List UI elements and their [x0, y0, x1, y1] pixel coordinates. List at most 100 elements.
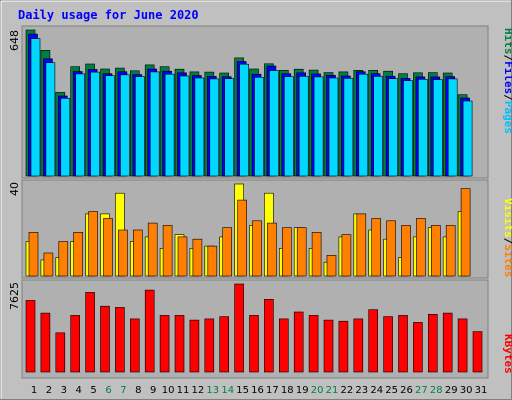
legend-pages: Pages: [502, 101, 512, 134]
x-tick-label-day-18: 18: [281, 385, 294, 396]
bar-sites-day-19: [296, 227, 307, 277]
bar-kbytes-day-26: [398, 315, 408, 373]
bar-sites-day-26: [401, 225, 411, 277]
bar-kbytes-day-5: [85, 292, 95, 373]
x-tick-label-day-27: 27: [415, 385, 428, 396]
bar-kbytes-day-1: [25, 300, 36, 373]
bar-kbytes-day-2: [40, 312, 51, 373]
bar-kbytes-day-17: [264, 298, 274, 373]
x-tick-label-day-31: 31: [475, 385, 488, 396]
x-tick-label-day-15: 15: [236, 385, 249, 396]
bar-pages-day-29: [447, 78, 458, 177]
bar-sites-day-29: [445, 225, 456, 277]
bar-kbytes-day-12: [189, 319, 200, 373]
x-tick-label-day-5: 5: [90, 385, 96, 396]
x-tick-label-day-11: 11: [177, 385, 190, 396]
x-tick-label-day-4: 4: [76, 385, 82, 396]
x-tick-label-day-13: 13: [206, 385, 219, 396]
bar-kbytes-day-24: [368, 309, 379, 373]
x-tick-label-day-8: 8: [135, 385, 141, 396]
bar-sites-day-13: [207, 245, 218, 277]
bar-sites-day-21: [326, 255, 337, 277]
bar-kbytes-day-15: [234, 283, 244, 373]
bar-pages-day-12: [194, 77, 205, 177]
bar-sites-day-30: [460, 188, 471, 277]
bar-kbytes-day-11: [174, 315, 185, 373]
bar-sites-day-16: [252, 220, 262, 277]
bar-sites-day-20: [311, 232, 322, 277]
bar-pages-day-30: [462, 100, 473, 177]
x-tick-label-day-19: 19: [296, 385, 309, 396]
x-tick-label-day-17: 17: [266, 385, 279, 396]
bar-sites-day-27: [416, 218, 426, 277]
bar-kbytes-day-4: [70, 315, 80, 373]
bar-pages-day-8: [135, 76, 145, 177]
bar-pages-day-16: [254, 77, 264, 177]
bar-sites-day-18: [281, 227, 292, 277]
legend-hits: Hits: [502, 28, 512, 55]
x-tick-label-day-23: 23: [355, 385, 368, 396]
bar-pages-day-14: [224, 78, 234, 177]
bar-sites-day-5: [88, 211, 98, 277]
bar-kbytes-day-16: [249, 315, 259, 373]
x-tick-label-day-22: 22: [341, 385, 354, 396]
bar-kbytes-day-31: [472, 331, 483, 373]
bar-pages-day-21: [328, 77, 339, 177]
bar-kbytes-day-8: [130, 318, 140, 373]
bar-pages-day-4: [75, 73, 85, 177]
legend-sep-2: /: [502, 94, 512, 101]
bar-sites-day-8: [133, 229, 143, 277]
bar-pages-day-22: [343, 78, 354, 177]
bar-kbytes-day-6: [100, 305, 110, 373]
x-tick-label-day-24: 24: [370, 385, 383, 396]
x-tick-label-day-26: 26: [400, 385, 413, 396]
bar-sites-day-22: [341, 234, 352, 277]
x-tick-labels: 1 2 3 4 5 6 7 8 9 10 11 12 13 14 15 16 17 18 19 20 21 22 23 24 2…: [31, 385, 488, 396]
bar-pages-day-15: [239, 63, 249, 177]
bar-kbytes-day-18: [278, 318, 289, 373]
bar-sites-day-23: [356, 213, 367, 277]
legend-sites: Sites: [502, 244, 512, 277]
legend-files: Files: [502, 61, 512, 94]
bar-kbytes-day-19: [293, 311, 304, 373]
bar-pages-day-11: [179, 75, 190, 177]
bar-sites-day-4: [73, 232, 83, 277]
bar-sites-day-11: [177, 236, 188, 277]
bar-sites-day-14: [222, 227, 232, 277]
bar-pages-day-28: [432, 79, 443, 177]
bar-sites-day-12: [192, 238, 203, 277]
bar-sites-day-7: [118, 229, 128, 277]
bar-pages-day-26: [403, 80, 413, 177]
x-tick-label-day-2: 2: [46, 385, 52, 396]
bar-sites-day-9: [147, 222, 158, 277]
bar-kbytes-day-3: [55, 332, 66, 373]
legend-mid: Visits/Sites: [502, 198, 512, 278]
bar-sites-day-28: [430, 225, 441, 277]
bar-sites-day-10: [162, 225, 173, 277]
x-tick-label-day-21: 21: [326, 385, 339, 396]
bars-layer: [25, 29, 483, 373]
bar-sites-day-24: [371, 218, 382, 277]
bar-pages-day-2: [45, 62, 56, 177]
bar-pages-day-1: [30, 38, 41, 177]
bar-kbytes-day-20: [308, 315, 319, 373]
bar-kbytes-day-10: [159, 315, 170, 373]
bar-pages-day-24: [373, 76, 384, 177]
bar-kbytes-day-28: [427, 313, 438, 373]
bar-pages-day-27: [418, 79, 428, 177]
y-max-label-bot: 7625: [8, 282, 21, 310]
bar-kbytes-day-14: [219, 316, 229, 373]
x-tick-label-day-20: 20: [311, 385, 324, 396]
bar-sites-day-6: [103, 218, 113, 277]
bar-sites-day-1: [28, 232, 39, 277]
x-tick-label-day-1: 1: [31, 385, 37, 396]
bar-kbytes-day-21: [323, 319, 334, 373]
bar-sites-day-25: [386, 220, 396, 277]
x-tick-label-day-28: 28: [430, 385, 443, 396]
x-tick-label-day-9: 9: [150, 385, 156, 396]
bar-pages-day-13: [209, 78, 220, 177]
bar-sites-day-17: [267, 222, 277, 277]
legend-visits: Visits: [502, 198, 512, 238]
x-tick-label-day-12: 12: [192, 385, 205, 396]
bar-sites-day-2: [43, 252, 54, 277]
